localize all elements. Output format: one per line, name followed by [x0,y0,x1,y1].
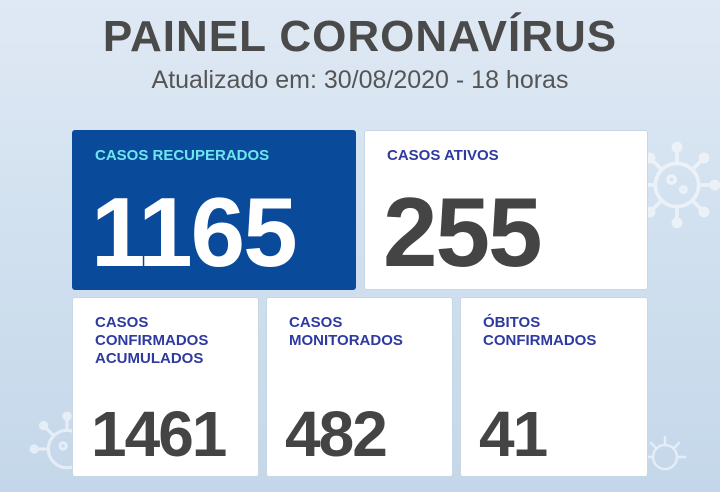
card-value: 255 [383,177,543,287]
card-obitos-confirmados: ÓBITOS CONFIRMADOS 41 [460,297,648,477]
card-label-line: MONITORADOS [289,332,403,349]
card-label: ÓBITOS CONFIRMADOS [483,314,596,350]
update-timestamp: Atualizado em: 30/08/2020 - 18 horas [151,66,569,94]
card-label-line: ÓBITOS [483,314,541,331]
card-casos-confirmados-acumulados: CASOS CONFIRMADOS ACUMULADOS 1461 [72,297,259,477]
card-casos-recuperados: CASOS RECUPERADOS 1165 [72,130,356,290]
card-label-line: CONFIRMADOS [95,332,209,349]
card-value: 482 [285,398,388,470]
card-label: CASOS CONFIRMADOS ACUMULADOS [95,314,208,368]
card-label-line: CASOS RECUPERADOS [95,147,270,164]
card-label-line: CASOS [289,314,343,331]
card-label: CASOS RECUPERADOS [95,147,269,165]
card-value: 1165 [91,177,298,287]
card-label-line: CASOS [95,314,149,331]
card-value: 41 [479,398,548,470]
card-casos-ativos: CASOS ATIVOS 255 [364,130,648,290]
card-label-line: CONFIRMADOS [483,332,597,349]
card-value: 1461 [91,398,227,470]
card-label-line: ACUMULADOS [95,350,204,367]
card-label-line: CASOS ATIVOS [387,147,499,164]
card-label: CASOS ATIVOS [387,147,499,165]
virus-icon [643,435,687,471]
card-label: CASOS MONITORADOS [289,314,403,350]
card-casos-monitorados: CASOS MONITORADOS 482 [266,297,453,477]
page-title: PAINEL CORONAVÍRUS [102,12,618,61]
